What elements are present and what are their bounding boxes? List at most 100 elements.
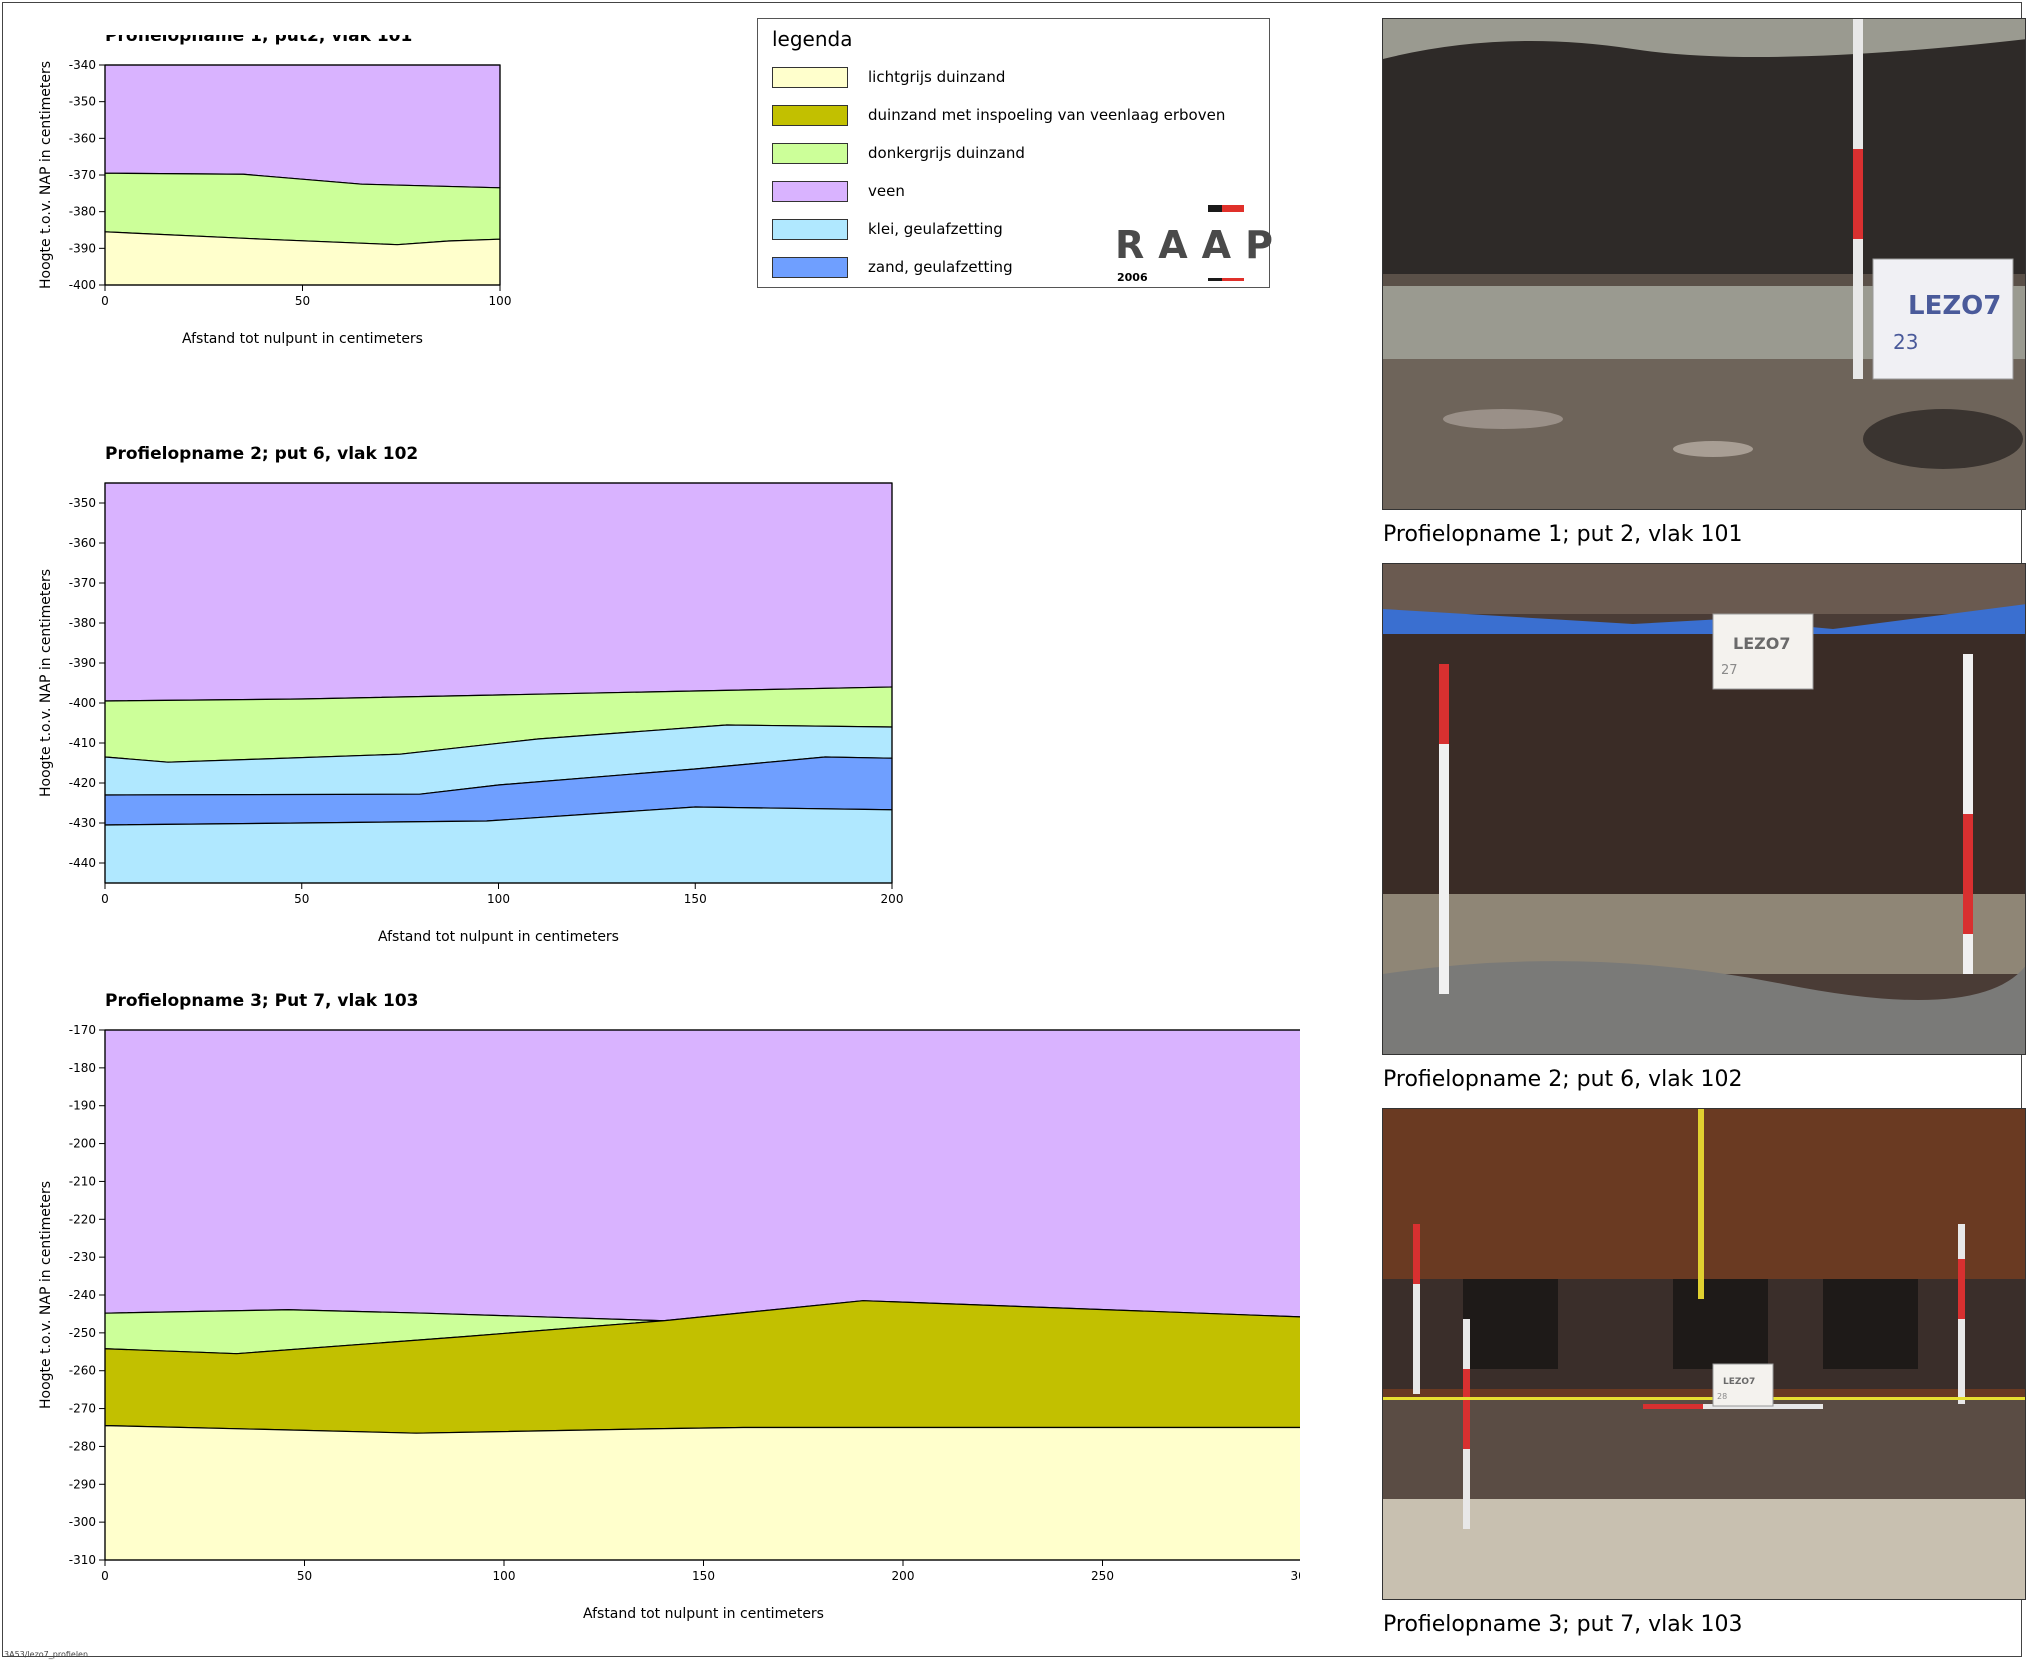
chart-title: Profielopname 1; put2, vlak 101	[105, 35, 412, 46]
y-axis-title: Hoogte t.o.v. NAP in centimeters	[38, 569, 54, 797]
y-tick-label: -210	[69, 1174, 96, 1188]
y-tick-label: -200	[69, 1137, 96, 1151]
photo-label-text: LEZO7	[1723, 1377, 1755, 1387]
y-tick-label: -400	[69, 696, 96, 710]
y-tick-label: -220	[69, 1212, 96, 1226]
y-tick-label: -350	[69, 95, 96, 109]
y-tick-label: -190	[69, 1099, 96, 1113]
photo-3-image: LEZO7 28	[1383, 1109, 2025, 1599]
legend-label: zand, geulafzetting	[868, 258, 1013, 276]
chart-title: Profielopname 3; Put 7, vlak 103	[105, 991, 419, 1011]
photo-label-text: LEZO7	[1908, 291, 2001, 321]
legend-item-veen: veen	[772, 179, 905, 203]
x-tick-label: 250	[1091, 1569, 1114, 1583]
x-tick-label: 100	[487, 892, 510, 906]
photo-label-number: 27	[1721, 663, 1738, 678]
layer-lichtgrijs-duinzand	[104, 1425, 1300, 1561]
legend-title: legenda	[772, 27, 853, 51]
y-tick-label: -410	[69, 736, 96, 750]
y-tick-label: -250	[69, 1326, 96, 1340]
x-tick-label: 100	[489, 294, 512, 308]
logo-year: 2006	[1117, 271, 1148, 284]
y-tick-label: -170	[69, 1023, 96, 1037]
layer-veen	[104, 64, 501, 189]
chart-title: Profielopname 2; put 6, vlak 102	[105, 444, 418, 464]
x-tick-label: 0	[101, 1569, 109, 1583]
y-tick-label: -350	[69, 496, 96, 510]
logo-wordmark: RAAP	[1115, 223, 1287, 267]
legend-swatch	[772, 256, 848, 278]
profile-chart-2: Profielopname 2; put 6, vlak 102 -350 -360…	[38, 444, 904, 945]
y-tick-label: -310	[69, 1553, 96, 1567]
y-axis-title: Hoogte t.o.v. NAP in centimeters	[38, 61, 54, 289]
x-tick-label: 300	[1291, 1569, 1300, 1583]
raap-logo: RAAP 2006	[1115, 205, 1273, 285]
legend-item-donkergrijs-duinzand: donkergrijs duinzand	[772, 141, 1025, 165]
y-tick-label: -370	[69, 576, 96, 590]
legend-swatch	[772, 218, 848, 240]
x-tick-label: 0	[101, 892, 109, 906]
legend-swatch	[772, 180, 848, 202]
y-tick-label: -280	[69, 1439, 96, 1453]
footer-file-code: 3A53/lezo7_profielen	[4, 1650, 89, 1659]
x-tick-label: 100	[493, 1569, 516, 1583]
profile-photo-2: LEZO7 27	[1382, 563, 2026, 1055]
logo-bracket-bottom	[1208, 278, 1244, 281]
y-tick-label: -240	[69, 1288, 96, 1302]
legend-swatch	[772, 66, 848, 88]
x-tick-label: 200	[881, 892, 904, 906]
y-tick-label: -340	[69, 58, 96, 72]
y-tick-label: -270	[69, 1402, 96, 1416]
x-tick-label: 50	[297, 1569, 312, 1583]
legend-item-zand-geulafzetting: zand, geulafzetting	[772, 255, 1013, 279]
y-tick-label: -380	[69, 616, 96, 630]
y-axis-title: Hoogte t.o.v. NAP in centimeters	[38, 1181, 54, 1409]
x-axis-title: Afstand tot nulpunt in centimeters	[378, 929, 619, 945]
x-tick-label: 150	[684, 892, 707, 906]
y-tick-label: -370	[69, 168, 96, 182]
y-tick-label: -300	[69, 1515, 96, 1529]
x-tick-label: 50	[295, 294, 310, 308]
logo-bracket-top	[1208, 205, 1244, 212]
profile-photo-1: LEZO7 23	[1382, 18, 2026, 510]
legend-item-duinzand-inspoeling: duinzand met inspoeling van veenlaag erb…	[772, 103, 1225, 127]
y-tick-label: -260	[69, 1364, 96, 1378]
legend-label: lichtgrijs duinzand	[868, 68, 1006, 86]
y-tick-label: -440	[69, 856, 96, 870]
photo-2-image: LEZO7 27	[1383, 564, 2025, 1054]
y-tick-label: -290	[69, 1477, 96, 1491]
legend-label: klei, geulafzetting	[868, 220, 1003, 238]
photo-caption-3: Profielopname 3; put 7, vlak 103	[1383, 1612, 1743, 1637]
legend-item-lichtgrijs-duinzand: lichtgrijs duinzand	[772, 65, 1005, 89]
legend-label: veen	[868, 182, 905, 200]
y-tick-label: -230	[69, 1250, 96, 1264]
y-tick-label: -420	[69, 776, 96, 790]
y-tick-label: -400	[69, 278, 96, 292]
legend-label: donkergrijs duinzand	[868, 144, 1025, 162]
y-tick-label: -430	[69, 816, 96, 830]
legend-box: legenda lichtgrijs duinzand duinzand met…	[757, 18, 1270, 288]
photo-label-text: LEZO7	[1733, 634, 1790, 653]
x-axis-title: Afstand tot nulpunt in centimeters	[182, 331, 423, 347]
layer-veen	[104, 482, 893, 702]
y-tick-label: -380	[69, 205, 96, 219]
x-axis-title: Afstand tot nulpunt in centimeters	[583, 1606, 824, 1622]
profile-chart-1: Profielopname 1; put2, vlak 101 -340 -350 -…	[38, 35, 512, 347]
legend-item-klei-geulafzetting: klei, geulafzetting	[772, 217, 1003, 241]
y-tick-label: -180	[69, 1061, 96, 1075]
x-tick-label: 50	[294, 892, 309, 906]
y-tick-label: -390	[69, 656, 96, 670]
photo-label-number: 28	[1717, 1392, 1727, 1401]
photo-1-image: LEZO7 23	[1383, 19, 2025, 509]
legend-swatch	[772, 142, 848, 164]
y-tick-label: -360	[69, 536, 96, 550]
photo-caption-2: Profielopname 2; put 6, vlak 102	[1383, 1067, 1743, 1092]
profile-chart-3: Profielopname 3; Put 7, vlak 103 -170 -180…	[38, 991, 1300, 1622]
y-tick-label: -360	[69, 131, 96, 145]
profile-photo-3: LEZO7 28	[1382, 1108, 2026, 1600]
y-tick-label: -390	[69, 241, 96, 255]
photo-caption-1: Profielopname 1; put 2, vlak 101	[1383, 522, 1743, 547]
x-tick-label: 150	[692, 1569, 715, 1583]
x-tick-label: 200	[892, 1569, 915, 1583]
photo-label-number: 23	[1893, 330, 1918, 354]
